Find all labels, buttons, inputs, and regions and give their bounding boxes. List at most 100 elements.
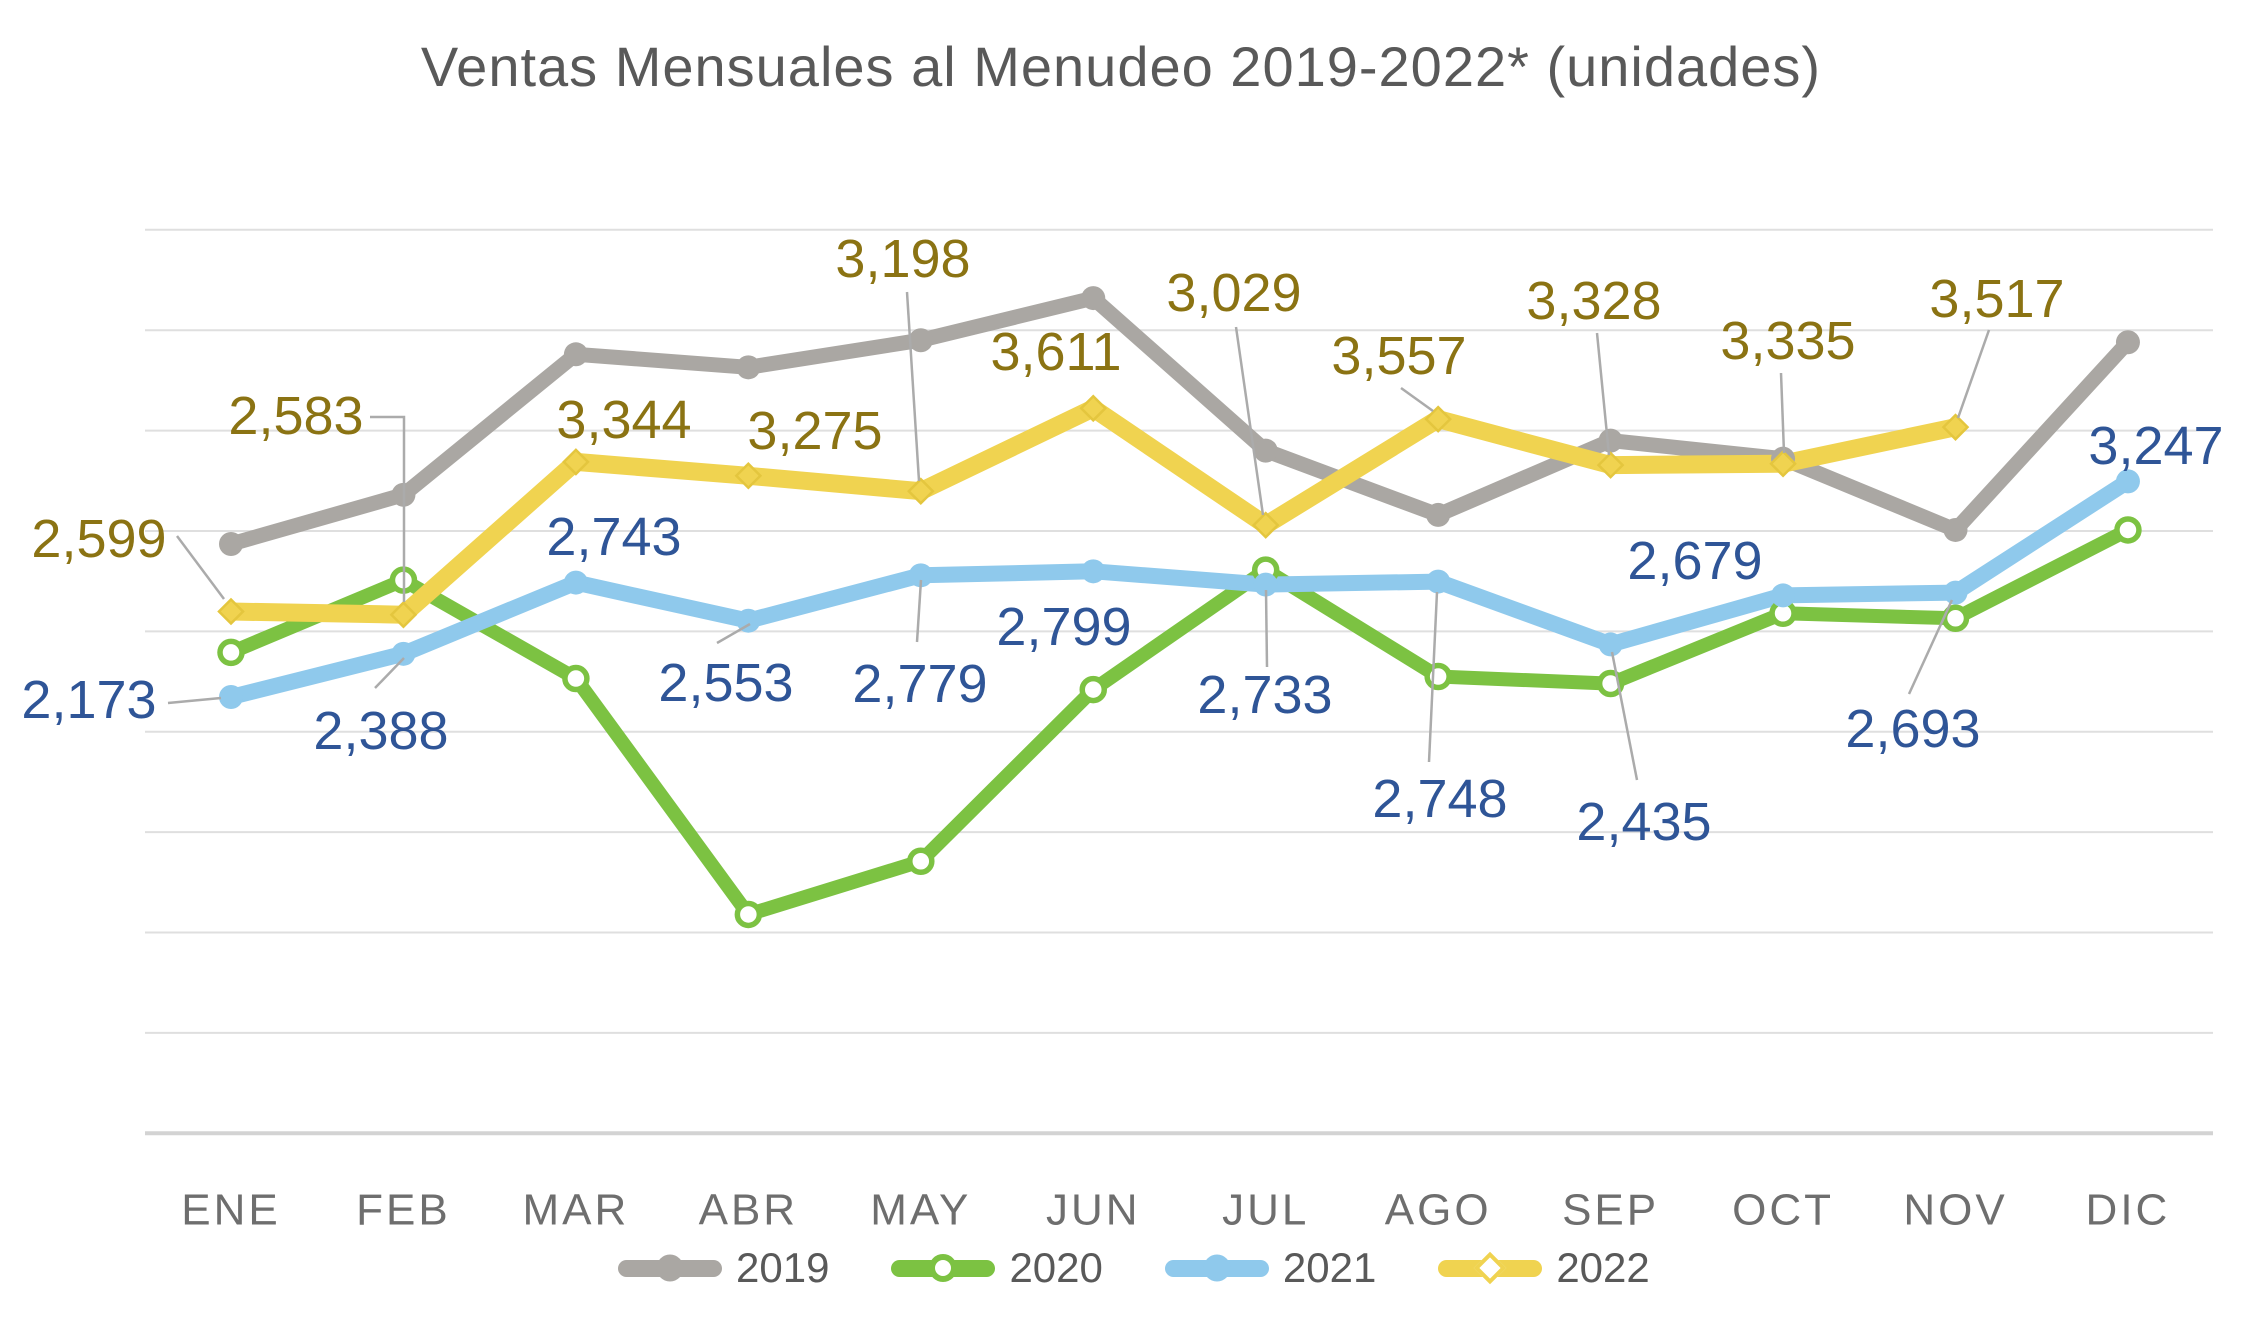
- data-label-2021-JUL: 2,733: [1197, 665, 1332, 725]
- marker-2022-SEP: [1596, 451, 1625, 479]
- marker-2022-ABR: [734, 461, 763, 490]
- leader-2022-MAY: [905, 291, 921, 482]
- data-label-2022-JUL: 3,029: [1166, 263, 1301, 323]
- data-label-2022-ENE: 2,599: [31, 509, 166, 569]
- data-label-2021-AGO: 2,748: [1372, 769, 1507, 829]
- x-label-MAY: MAY: [870, 1186, 971, 1235]
- leader-2021-AGO: [1427, 591, 1439, 763]
- legend-item-2021: 2021: [1164, 1244, 1376, 1292]
- x-label-SEP: SEP: [1562, 1186, 1659, 1235]
- leader-2021-SEP: [1610, 651, 1639, 781]
- x-label-DIC: DIC: [2086, 1186, 2171, 1235]
- x-label-MAR: MAR: [523, 1186, 630, 1235]
- leader-2022-JUL: [1234, 326, 1265, 516]
- marker-2019-JUL: [1253, 438, 1278, 463]
- marker-2022-MAR: [562, 448, 590, 476]
- marker-2020-ABR: [734, 900, 763, 929]
- data-label-2022-SEP: 3,328: [1526, 271, 1661, 331]
- data-label-2022-OCT: 3,335: [1720, 311, 1855, 371]
- marker-2022-ENE: [217, 597, 245, 626]
- marker-2021-JUN: [1081, 559, 1106, 584]
- marker-2021-AGO: [1426, 569, 1451, 594]
- leader-2022-NOV: [1956, 329, 1991, 419]
- marker-2019-JUN: [1081, 286, 1106, 311]
- data-label-2022-ABR: 3,275: [747, 401, 882, 461]
- marker-2022-FEB: [389, 600, 418, 629]
- leader-2022-FEB: [370, 415, 406, 602]
- legend-marker-2022: [1438, 1251, 1543, 1285]
- data-label-2022-MAR: 3,344: [556, 390, 691, 450]
- marker-2019-NOV: [1943, 517, 1968, 542]
- data-label-2021-OCT: 2,679: [1627, 531, 1762, 591]
- marker-2021-FEB: [391, 641, 416, 666]
- marker-2022-MAY: [907, 477, 935, 506]
- legend-item-2022: 2022: [1438, 1244, 1650, 1292]
- data-label-2021-DIC: 3,247: [2088, 416, 2223, 476]
- marker-2022-NOV: [1941, 413, 1970, 441]
- data-label-2021-NOV: 2,693: [1845, 699, 1980, 759]
- x-label-FEB: FEB: [356, 1186, 451, 1235]
- marker-2019-ENE: [219, 532, 243, 557]
- marker-2020-AGO: [1424, 662, 1452, 691]
- marker-2019-AGO: [1426, 502, 1451, 527]
- marker-2019-ABR: [736, 355, 761, 380]
- data-label-2021-ABR: 2,553: [658, 653, 793, 713]
- marker-2020-DIC: [2114, 516, 2142, 544]
- leader-2021-MAY: [915, 579, 923, 643]
- legend-label-2019: 2019: [736, 1244, 830, 1291]
- x-label-OCT: OCT: [1732, 1186, 1834, 1235]
- legend-marker-shape-2022: [1474, 1251, 1507, 1285]
- data-label-2021-MAR: 2,743: [546, 507, 681, 567]
- leader-2022-OCT: [1779, 372, 1786, 454]
- marker-2021-JUL: [1253, 572, 1278, 597]
- data-label-2021-ENE: 2,173: [21, 670, 156, 730]
- marker-2022-JUN: [1079, 394, 1108, 423]
- marker-2021-NOV: [1943, 580, 1968, 605]
- data-label-2021-FEB: 2,388: [313, 701, 448, 761]
- marker-2021-OCT: [1771, 583, 1796, 608]
- data-label-2022-MAY: 3,198: [835, 229, 970, 289]
- leader-2022-ENE: [175, 535, 226, 600]
- legend-label-2022: 2022: [1556, 1244, 1650, 1291]
- legend-marker-2019: [618, 1254, 722, 1282]
- leader-2021-JUL: [1264, 589, 1269, 668]
- marker-2021-ENE: [219, 685, 243, 710]
- data-label-2022-FEB: 2,583: [228, 386, 363, 446]
- x-label-NOV: NOV: [1903, 1186, 2007, 1235]
- marker-2019-SEP: [1598, 428, 1623, 453]
- marker-2020-ENE: [217, 638, 245, 667]
- marker-2020-MAR: [562, 664, 590, 693]
- legend-item-2019: 2019: [618, 1244, 829, 1292]
- legend-marker-2020: [891, 1254, 996, 1282]
- legend-marker-shape-2021: [1203, 1254, 1231, 1282]
- marker-2021-DIC: [2115, 469, 2140, 494]
- leader-2021-FEB: [374, 657, 405, 689]
- marker-2019-MAY: [908, 328, 933, 353]
- legend-marker-shape-2019: [656, 1254, 684, 1282]
- marker-2021-MAY: [908, 563, 933, 588]
- series-line-2019: [223, 290, 2136, 552]
- x-label-JUL: JUL: [1222, 1186, 1309, 1235]
- leader-2022-AGO: [1400, 386, 1434, 413]
- legend: 2019 2020 2021 2022: [618, 1242, 1650, 1294]
- x-label-ABR: ABR: [699, 1186, 798, 1235]
- legend-item-2020: 2020: [891, 1244, 1103, 1292]
- marker-2019-DIC: [2115, 330, 2140, 355]
- chart-title: Ventas Mensuales al Menudeo 2019-2022* (…: [420, 35, 1822, 98]
- x-label-AGO: AGO: [1385, 1186, 1492, 1235]
- x-label-JUN: JUN: [1046, 1186, 1141, 1235]
- x-label-ENE: ENE: [181, 1186, 280, 1235]
- leader-2021-ABR: [716, 622, 751, 645]
- marker-2021-ABR: [736, 608, 761, 633]
- marker-2019-MAR: [563, 342, 588, 367]
- data-label-2022-AGO: 3,557: [1331, 326, 1466, 386]
- leader-2021-ENE: [167, 696, 222, 705]
- data-label-2021-JUN: 2,799: [996, 597, 1131, 657]
- data-label-2022-NOV: 3,517: [1929, 269, 2064, 329]
- marker-2022-AGO: [1424, 405, 1452, 433]
- data-label-2021-MAY: 2,779: [852, 654, 987, 714]
- marker-2020-JUN: [1079, 675, 1107, 704]
- data-label-2021-SEP: 2,435: [1576, 792, 1711, 852]
